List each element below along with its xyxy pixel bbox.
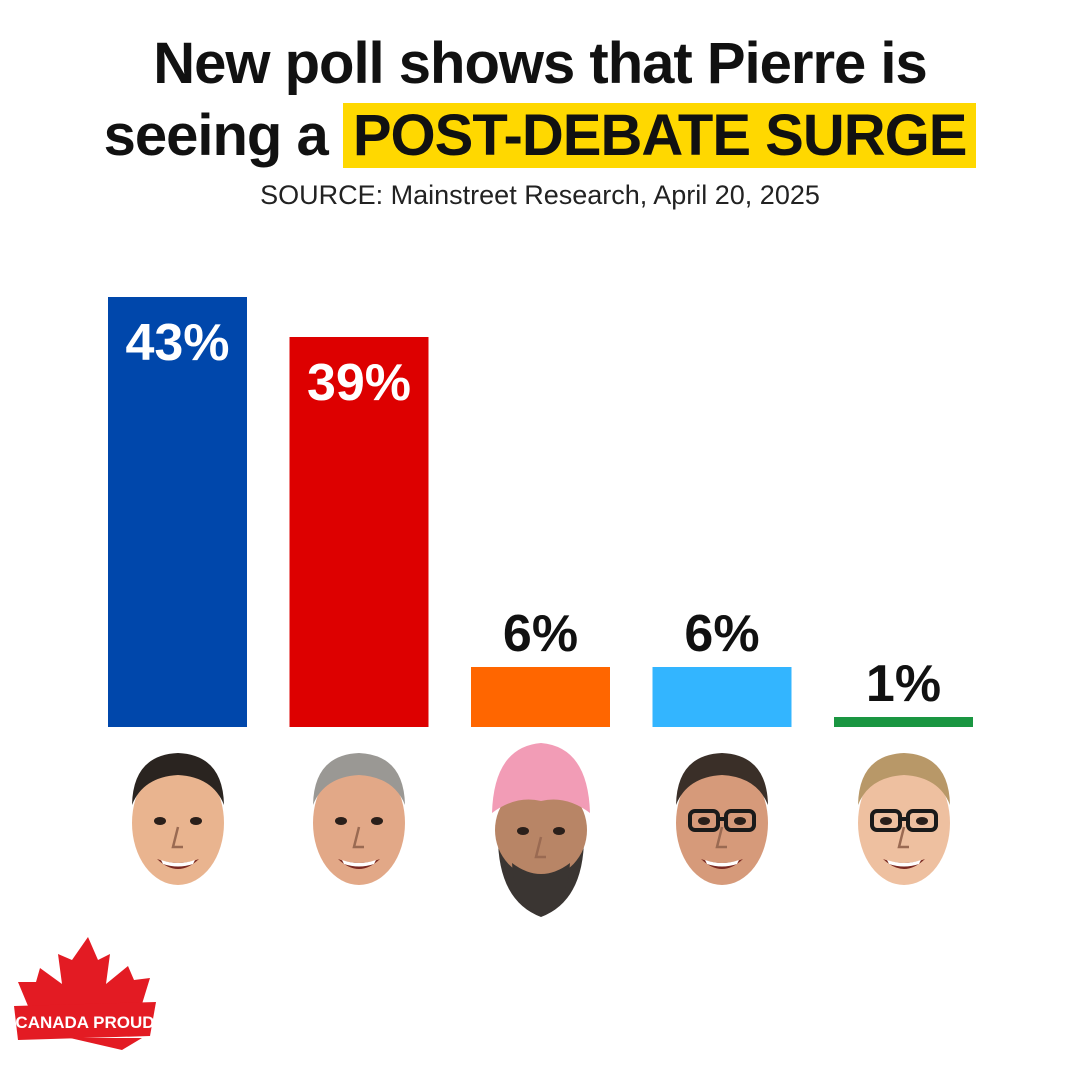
source-line: SOURCE: Mainstreet Research, April 20, 2…	[260, 180, 820, 210]
headline-prefix: seeing a	[103, 103, 329, 168]
headline-line-1: New poll shows that Pierre is	[153, 31, 928, 96]
maple-leaf-icon	[18, 937, 150, 1012]
bar-0	[108, 297, 247, 727]
bar-value-label-2: 6%	[503, 605, 578, 663]
logo-text: CANADA PROUD	[15, 1013, 154, 1032]
headline-line-2: seeing a POST-DEBATE SURGE	[0, 103, 1080, 168]
canada-proud-logo: CANADA PROUD	[14, 937, 156, 1050]
bar-4	[834, 717, 973, 727]
man-smiling-face	[131, 753, 224, 885]
man-grey-hair-face	[313, 753, 405, 885]
bar-3	[652, 667, 792, 727]
woman-glasses-face	[857, 753, 950, 885]
bar-value-label-4: 1%	[866, 655, 941, 713]
bar-2	[471, 667, 610, 727]
man-turban-beard-face	[491, 743, 590, 917]
bar-value-label-3: 6%	[684, 605, 759, 663]
bar-1	[289, 337, 429, 727]
man-glasses-face	[676, 753, 768, 885]
logo-swoosh	[70, 1038, 142, 1050]
headline-highlight: POST-DEBATE SURGE	[342, 103, 977, 168]
bar-value-label-0: 43%	[125, 314, 229, 372]
logo-banner	[14, 1002, 156, 1040]
bar-value-label-1: 39%	[307, 354, 411, 412]
